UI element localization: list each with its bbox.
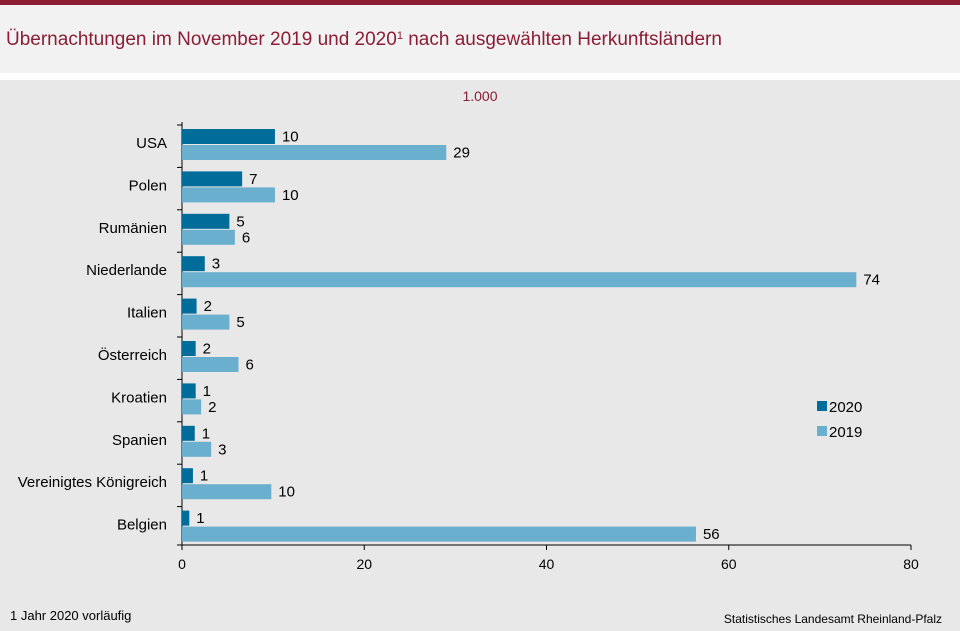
data-label: 6: [245, 357, 253, 374]
x-tick-label: 0: [178, 556, 186, 572]
bar-2019: [182, 229, 235, 245]
bar-2019: [182, 187, 275, 203]
data-label: 74: [863, 272, 880, 289]
category-label: Spanien: [112, 432, 167, 449]
bar-2019: [182, 314, 230, 330]
bar-2020: [182, 425, 195, 441]
bar-2019: [182, 272, 857, 288]
category-label: Rumänien: [99, 220, 167, 237]
x-tick-label: 40: [539, 556, 555, 572]
category-label: Belgien: [117, 517, 167, 534]
data-label: 1: [196, 510, 204, 527]
category-label: Niederlande: [86, 262, 167, 279]
category-label: Polen: [129, 177, 167, 194]
top-accent-bar: [0, 0, 960, 5]
chart-title: Übernachtungen im November 2019 und 2020…: [6, 29, 722, 51]
legend-label-2020: 2020: [829, 399, 862, 416]
bar-2019: [182, 484, 272, 500]
category-label: Italien: [127, 305, 167, 322]
bar-2020: [182, 129, 275, 144]
data-label: 1: [203, 383, 211, 400]
header: Übernachtungen im November 2019 und 2020…: [0, 5, 960, 73]
data-label: 3: [218, 441, 226, 458]
bar-2019: [182, 357, 239, 372]
bar-2020: [182, 468, 193, 484]
data-label: 6: [242, 229, 250, 246]
data-label: 5: [236, 213, 244, 230]
bar-2020: [182, 383, 196, 399]
data-label: 29: [453, 145, 470, 162]
data-label: 2: [204, 298, 212, 315]
x-tick-label: 80: [903, 556, 919, 572]
category-label: Österreich: [98, 346, 167, 364]
data-label: 7: [249, 171, 257, 188]
unit-label: 1.000: [462, 88, 498, 104]
bar-2020: [182, 298, 197, 314]
chart-title-main: Übernachtungen im November 2019 und 2020: [6, 29, 397, 50]
data-label: 3: [212, 256, 220, 273]
category-label: Kroatien: [111, 389, 167, 406]
x-tick-label: 60: [721, 556, 737, 572]
header-separator: [0, 73, 960, 80]
footnote: 1 Jahr 2020 vorläufig: [10, 608, 132, 623]
x-tick-label: 20: [356, 556, 372, 572]
bar-2020: [182, 341, 196, 356]
bar-2019: [182, 526, 696, 542]
data-label: 1: [200, 468, 208, 485]
bar-2020: [182, 171, 243, 187]
legend-swatch-2020: [817, 401, 827, 411]
data-label: 2: [208, 399, 216, 416]
data-label: 10: [282, 129, 299, 146]
bar-2020: [182, 213, 230, 229]
bar-2020: [182, 256, 205, 272]
data-label: 56: [703, 526, 720, 543]
chart-title-footnote-mark: 1: [396, 30, 403, 42]
category-label: Vereinigtes Königreich: [18, 474, 167, 491]
data-label: 1: [202, 425, 210, 442]
bar-2020: [182, 510, 190, 526]
legend-swatch-2019: [817, 426, 827, 436]
category-label: USA: [136, 135, 167, 152]
bar-2019: [182, 399, 202, 415]
source-credit: Statistisches Landesamt Rheinland-Pfalz: [723, 612, 942, 626]
data-label: 10: [282, 187, 299, 204]
chart-title-rest: nach ausgewählten Herkunftsländern: [402, 29, 722, 50]
legend-label-2019: 2019: [829, 424, 862, 441]
data-label: 5: [236, 314, 244, 331]
data-label: 2: [203, 341, 211, 358]
bar-2019: [182, 441, 212, 457]
bar-2019: [182, 145, 447, 160]
data-label: 10: [278, 484, 295, 501]
